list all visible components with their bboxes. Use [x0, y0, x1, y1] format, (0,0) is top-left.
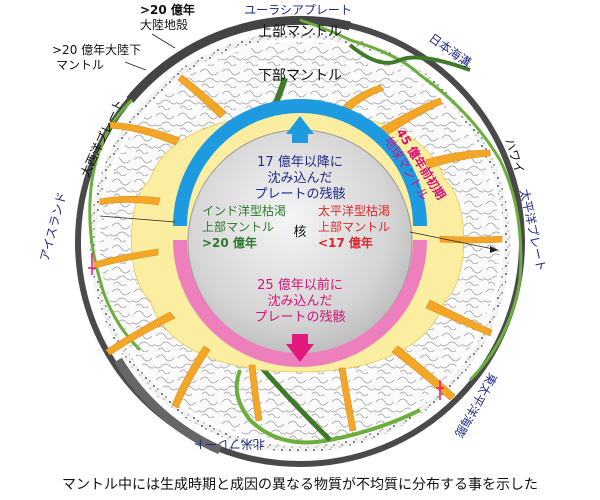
label-pacific-3: <17 億年 [318, 235, 373, 250]
label-submantle-age: >20 億年大陸下 [52, 43, 141, 57]
label-iceland: アイスランド [37, 191, 69, 263]
label-pacific-1: 太平洋型枯渇 [318, 203, 390, 218]
leader-pacific [409, 231, 499, 251]
atlantic-plate-slab [88, 98, 142, 352]
label-lower-mantle: 下部マントル [258, 68, 342, 84]
plume-arms [93, 74, 503, 432]
label-old-slab-3: プレートの残骸 [254, 310, 345, 325]
label-pacific-2: 上部マントル [318, 219, 390, 234]
label-indian-2: 上部マントル [202, 219, 274, 234]
label-indian-3: >20 億年 [202, 235, 257, 250]
label-submantle: マントル [56, 58, 104, 72]
label-core: 核 [293, 225, 306, 240]
label-old-slab-1: 25 億年以前に [257, 277, 343, 293]
upward-arrow [286, 116, 314, 134]
label-old-slab-2: 沈み込んだ [267, 294, 332, 309]
label-young-slab-1: 17 億年以降に [257, 154, 343, 170]
bottom-slab [234, 369, 421, 445]
east-pacific-marker [436, 380, 444, 400]
figure-caption: マントル中には生成時期と成因の異なる物質が不均質に分布する事を示した [62, 477, 538, 493]
label-crust-age: >20 億年 [140, 2, 195, 17]
continental-crust-top [126, 15, 352, 103]
japan-slab [348, 43, 471, 72]
label-upper-mantle: 上部マントル [258, 24, 342, 40]
continental-crust-bottom [114, 357, 222, 455]
leader-submantle [124, 61, 147, 71]
leader-atlantic [99, 215, 176, 223]
eurasia-plate-slab [299, 18, 523, 382]
label-north-america-plate: 北米プレート [193, 437, 265, 451]
young-slab-remnant [173, 99, 427, 227]
label-young-slab-2: 沈み込んだ [267, 171, 332, 186]
label-eurasia-plate: ユーラシアプレート [244, 3, 352, 17]
downward-arrow [286, 344, 314, 362]
label-indian-1: インド洋型枯渇 [202, 203, 286, 218]
label-crust: 大陸地殻 [140, 18, 188, 32]
iceland-marker [88, 253, 96, 275]
label-young-slab-3: プレートの残骸 [254, 187, 345, 202]
leader-crust [151, 33, 176, 49]
bottom-slab-dark [260, 366, 332, 442]
